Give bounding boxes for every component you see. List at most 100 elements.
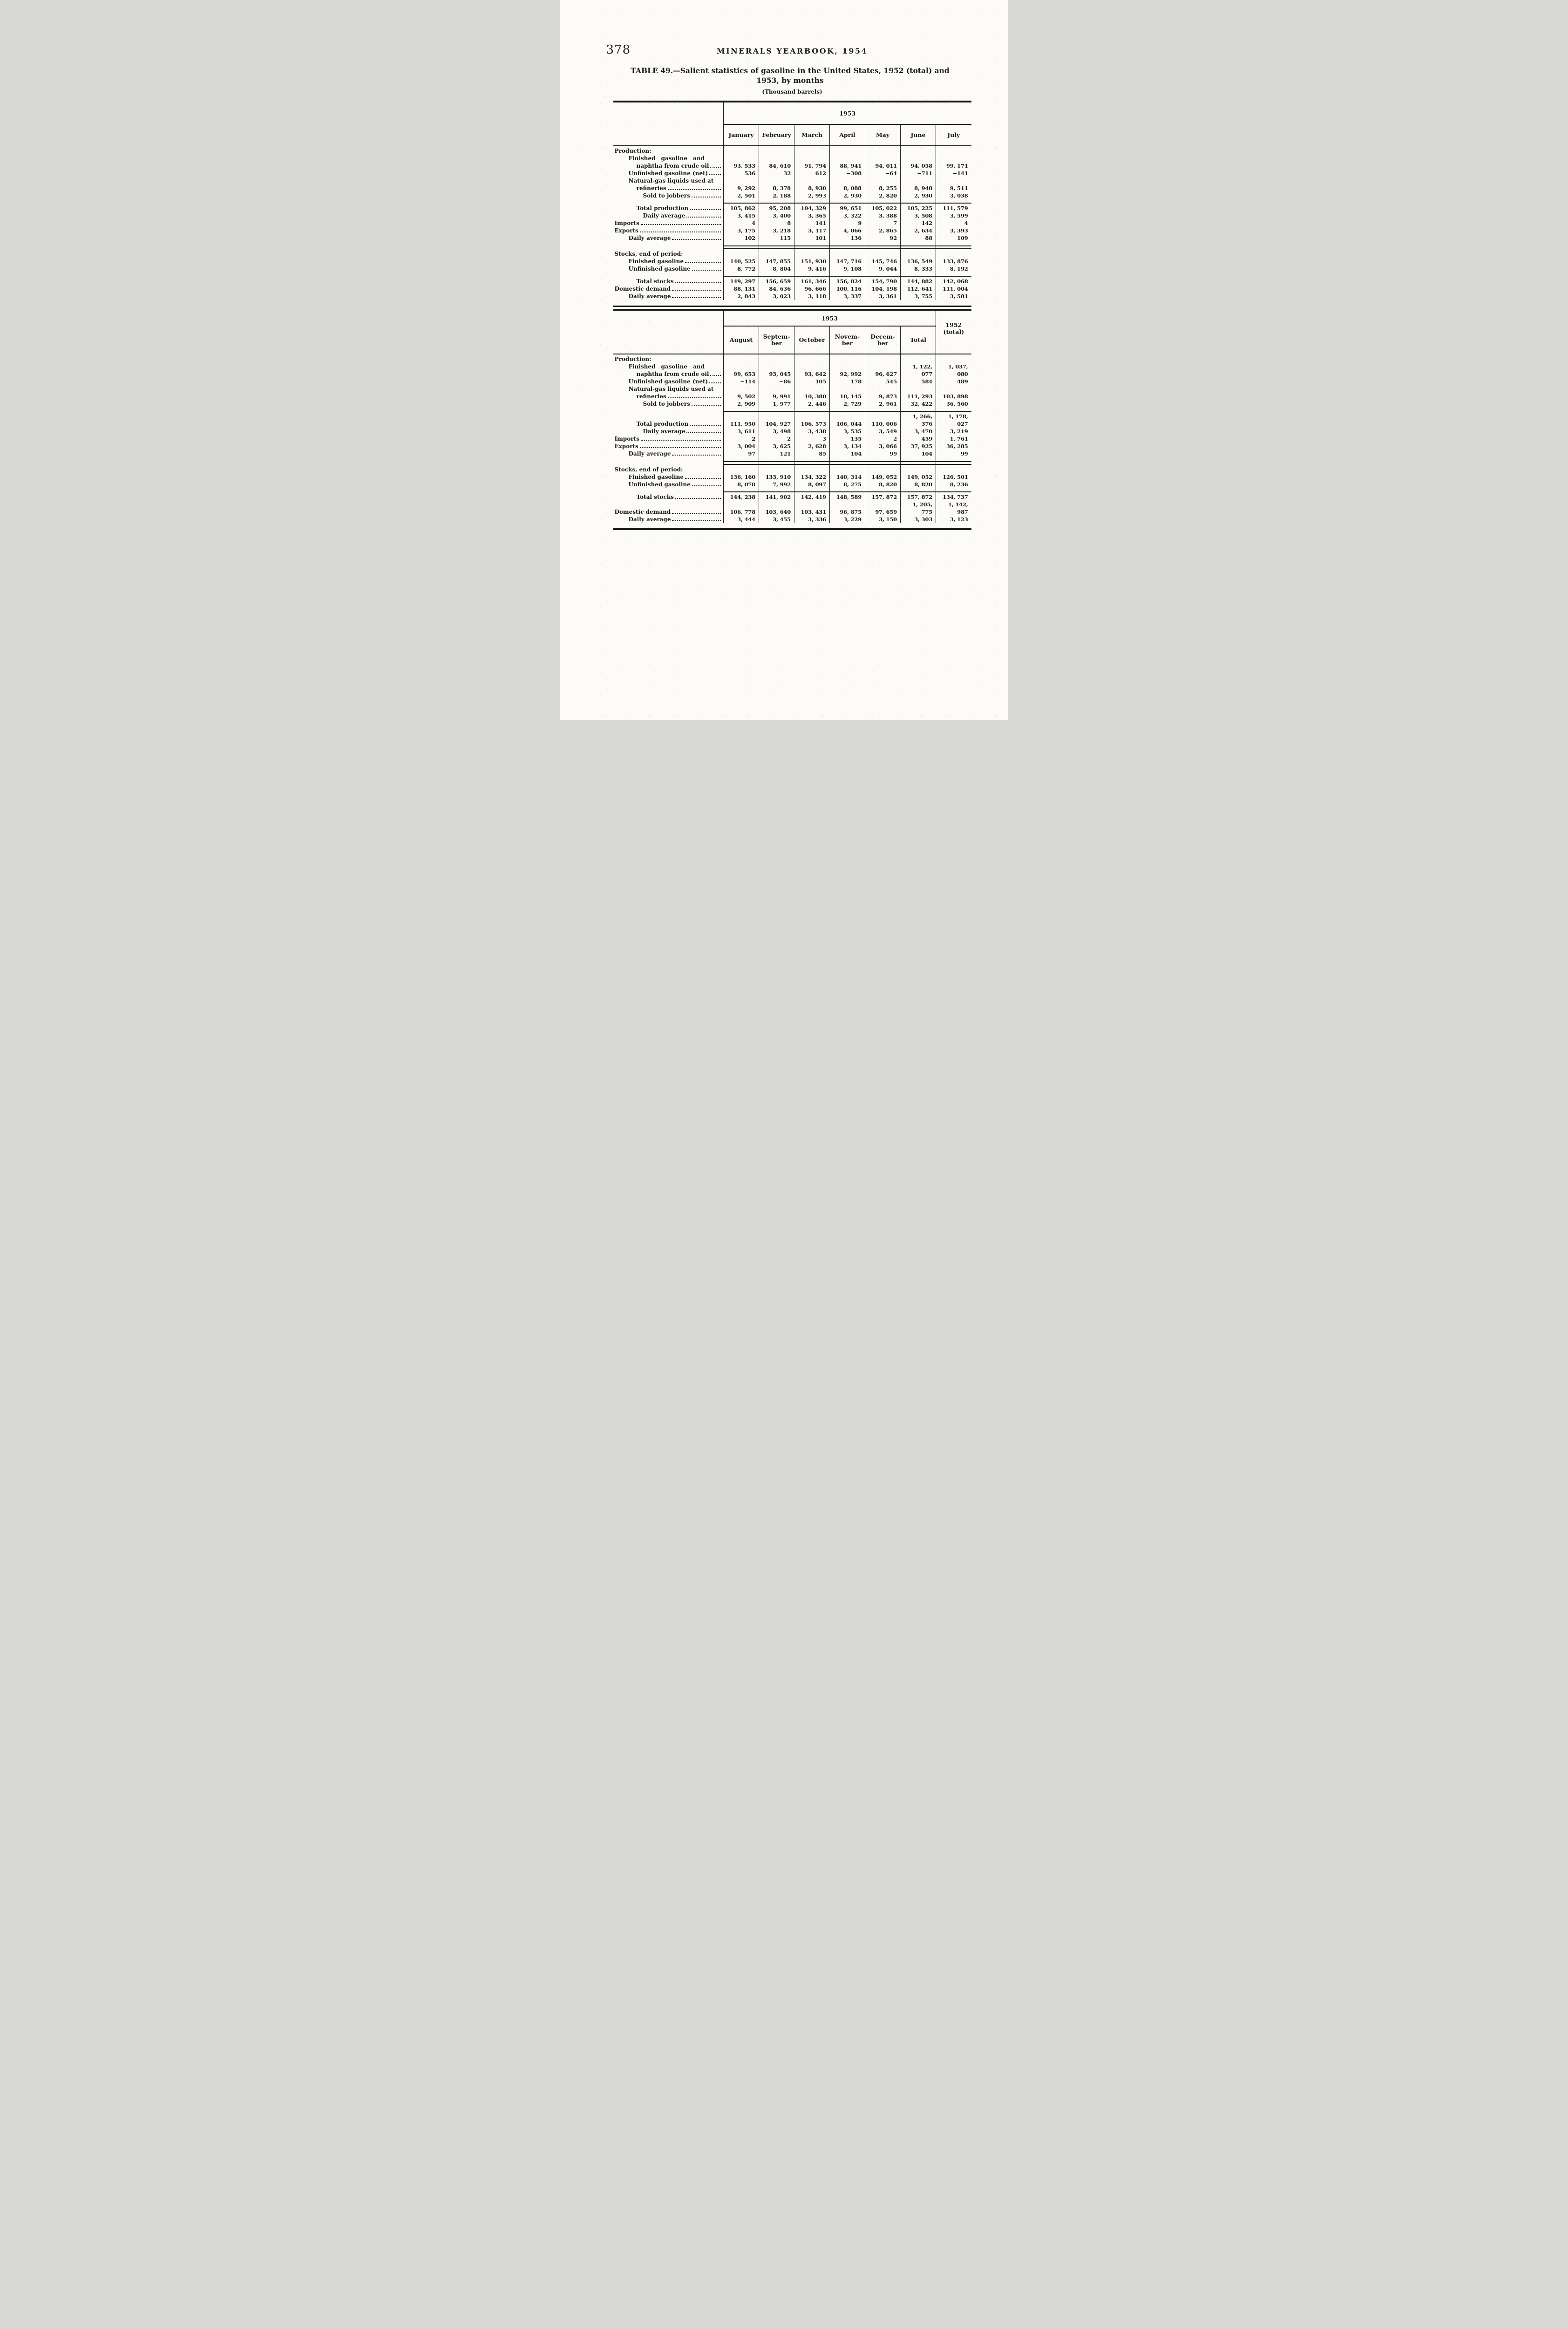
row-label-line: Unfinished gasoline (net) — [613, 170, 724, 177]
value-cell — [794, 408, 830, 413]
value-cell — [794, 249, 830, 258]
value-cell — [794, 199, 830, 204]
cell-value: 101 — [794, 234, 830, 242]
cell-value: 3, 535 — [829, 428, 865, 435]
cell-value: 1, 178, 027 — [936, 413, 971, 428]
value-cell — [759, 242, 794, 249]
cell-value: 2, 993 — [794, 192, 830, 199]
month-header-line: ber — [771, 340, 782, 347]
cell-value: 156, 659 — [759, 278, 794, 285]
cell-value: 3, 611 — [723, 428, 759, 435]
cell-value: 99, 651 — [829, 204, 865, 212]
row-label-cell: Imports — [613, 219, 724, 227]
cell-value: 2, 188 — [759, 192, 794, 199]
single-rule-segment — [936, 276, 971, 278]
cell-value: 93, 642 — [794, 363, 830, 378]
cell-value: 8, 275 — [829, 481, 865, 488]
cell-value: 4 — [935, 219, 971, 227]
cell-value: 3, 393 — [935, 227, 971, 234]
cell-value: 3, 150 — [865, 516, 901, 523]
value-cell — [900, 272, 936, 278]
cell-value: 134, 322 — [794, 473, 830, 481]
cell-value: 3, 549 — [865, 428, 901, 435]
row-label-text: refineries — [636, 393, 666, 400]
cell-value: 9, 108 — [829, 265, 865, 272]
single-rule-segment — [936, 203, 971, 204]
cell-value: 3, 117 — [794, 227, 830, 234]
single-rule-segment — [830, 411, 865, 413]
cell-value: 8, 804 — [759, 265, 794, 272]
cell-value: 99 — [865, 450, 901, 457]
cell-value: 96, 627 — [865, 363, 901, 378]
dot-leader — [672, 290, 721, 291]
row-label-cell: Daily average — [613, 450, 724, 457]
row-label-cell: Finished gasoline — [613, 473, 724, 481]
row-label-cell: Natural-gas liquids used at refineries — [613, 385, 724, 400]
row-label-line: naphtha from crude oil — [613, 370, 724, 378]
dot-leader — [640, 440, 721, 441]
cell-value: 1, 977 — [759, 400, 794, 408]
extra-header-line: (total) — [943, 328, 964, 335]
cell-value: 93, 533 — [723, 155, 759, 170]
dot-leader — [709, 174, 721, 175]
row-label-cell: Daily average — [613, 293, 724, 300]
row-label-line: Imports — [613, 435, 724, 443]
cell-value: 93, 045 — [759, 363, 794, 378]
cell-value: 3, 229 — [829, 516, 865, 523]
cell-value: 142 — [900, 219, 936, 227]
cell-value: 104 — [829, 450, 865, 457]
table-row: Exports 3, 004 3, 625 2, 628 3, 134 3, 066 37,… — [613, 443, 971, 450]
cell-value: −64 — [865, 170, 901, 177]
single-rule-segment — [901, 203, 936, 204]
value-cell — [829, 249, 865, 258]
cell-value: 3, 599 — [935, 212, 971, 219]
cell-value: 8, 772 — [723, 265, 759, 272]
stub-header-blank — [613, 326, 724, 354]
cell-value: 9, 502 — [723, 385, 759, 400]
unit-note: (Thousand barrels) — [762, 89, 822, 95]
single-rule-segment — [794, 491, 829, 493]
value-cell — [723, 488, 759, 493]
cell-value: 36, 285 — [936, 443, 971, 450]
row-label-text: Daily average — [628, 450, 671, 457]
dot-leader — [691, 405, 721, 406]
dot-leader — [690, 425, 721, 426]
month-header: Novem-ber — [829, 326, 865, 354]
table-row: Finished gasoline and naphtha from crude … — [613, 363, 971, 378]
cell-value: 84, 610 — [759, 155, 794, 170]
value-cell — [794, 242, 830, 249]
section-label: Production: — [613, 147, 724, 155]
row-label-text: Total stocks — [636, 278, 674, 285]
cell-value: 88, 941 — [829, 155, 865, 170]
row-label-cell — [613, 408, 724, 413]
scanned-document-page: 378 MINERALS YEARBOOK, 1954 TABLE 49.—Sa… — [560, 0, 1008, 720]
cell-value: 99 — [936, 450, 971, 457]
cell-value: 104 — [900, 450, 936, 457]
cell-value: 3, 415 — [723, 212, 759, 219]
row-label-cell: Unfinished gasoline — [613, 265, 724, 272]
cell-value: 3, 066 — [865, 443, 901, 450]
cell-value: −141 — [935, 170, 971, 177]
value-cell — [865, 354, 901, 363]
table-row — [613, 242, 971, 249]
dot-leader — [672, 520, 721, 521]
cell-value: 32 — [759, 170, 794, 177]
row-label-cell — [613, 242, 724, 249]
row-label-cell: Exports — [613, 443, 724, 450]
cell-value: 100, 116 — [829, 285, 865, 293]
table-row: Production: — [613, 354, 971, 363]
cell-value: 2, 820 — [865, 192, 901, 199]
row-label-text: Imports — [614, 220, 639, 226]
value-cell — [935, 146, 971, 155]
cell-value: 105 — [794, 378, 830, 385]
row-label-text: Sold to jobbers — [643, 401, 690, 407]
cell-value: 151, 930 — [794, 258, 830, 265]
cell-value: 96, 666 — [794, 285, 830, 293]
cell-value: 9, 416 — [794, 265, 830, 272]
table-row: Unfinished gasoline (net) −114 −86 105 178 54… — [613, 378, 971, 385]
cell-value: 141 — [794, 219, 830, 227]
table-title-line2: 1953, by months — [756, 76, 824, 85]
row-label-text: Finished gasoline — [628, 474, 684, 480]
table-row: Unfinished gasoline 8, 078 7, 992 8, 097 8, … — [613, 481, 971, 488]
month-header-line: August — [729, 336, 753, 343]
